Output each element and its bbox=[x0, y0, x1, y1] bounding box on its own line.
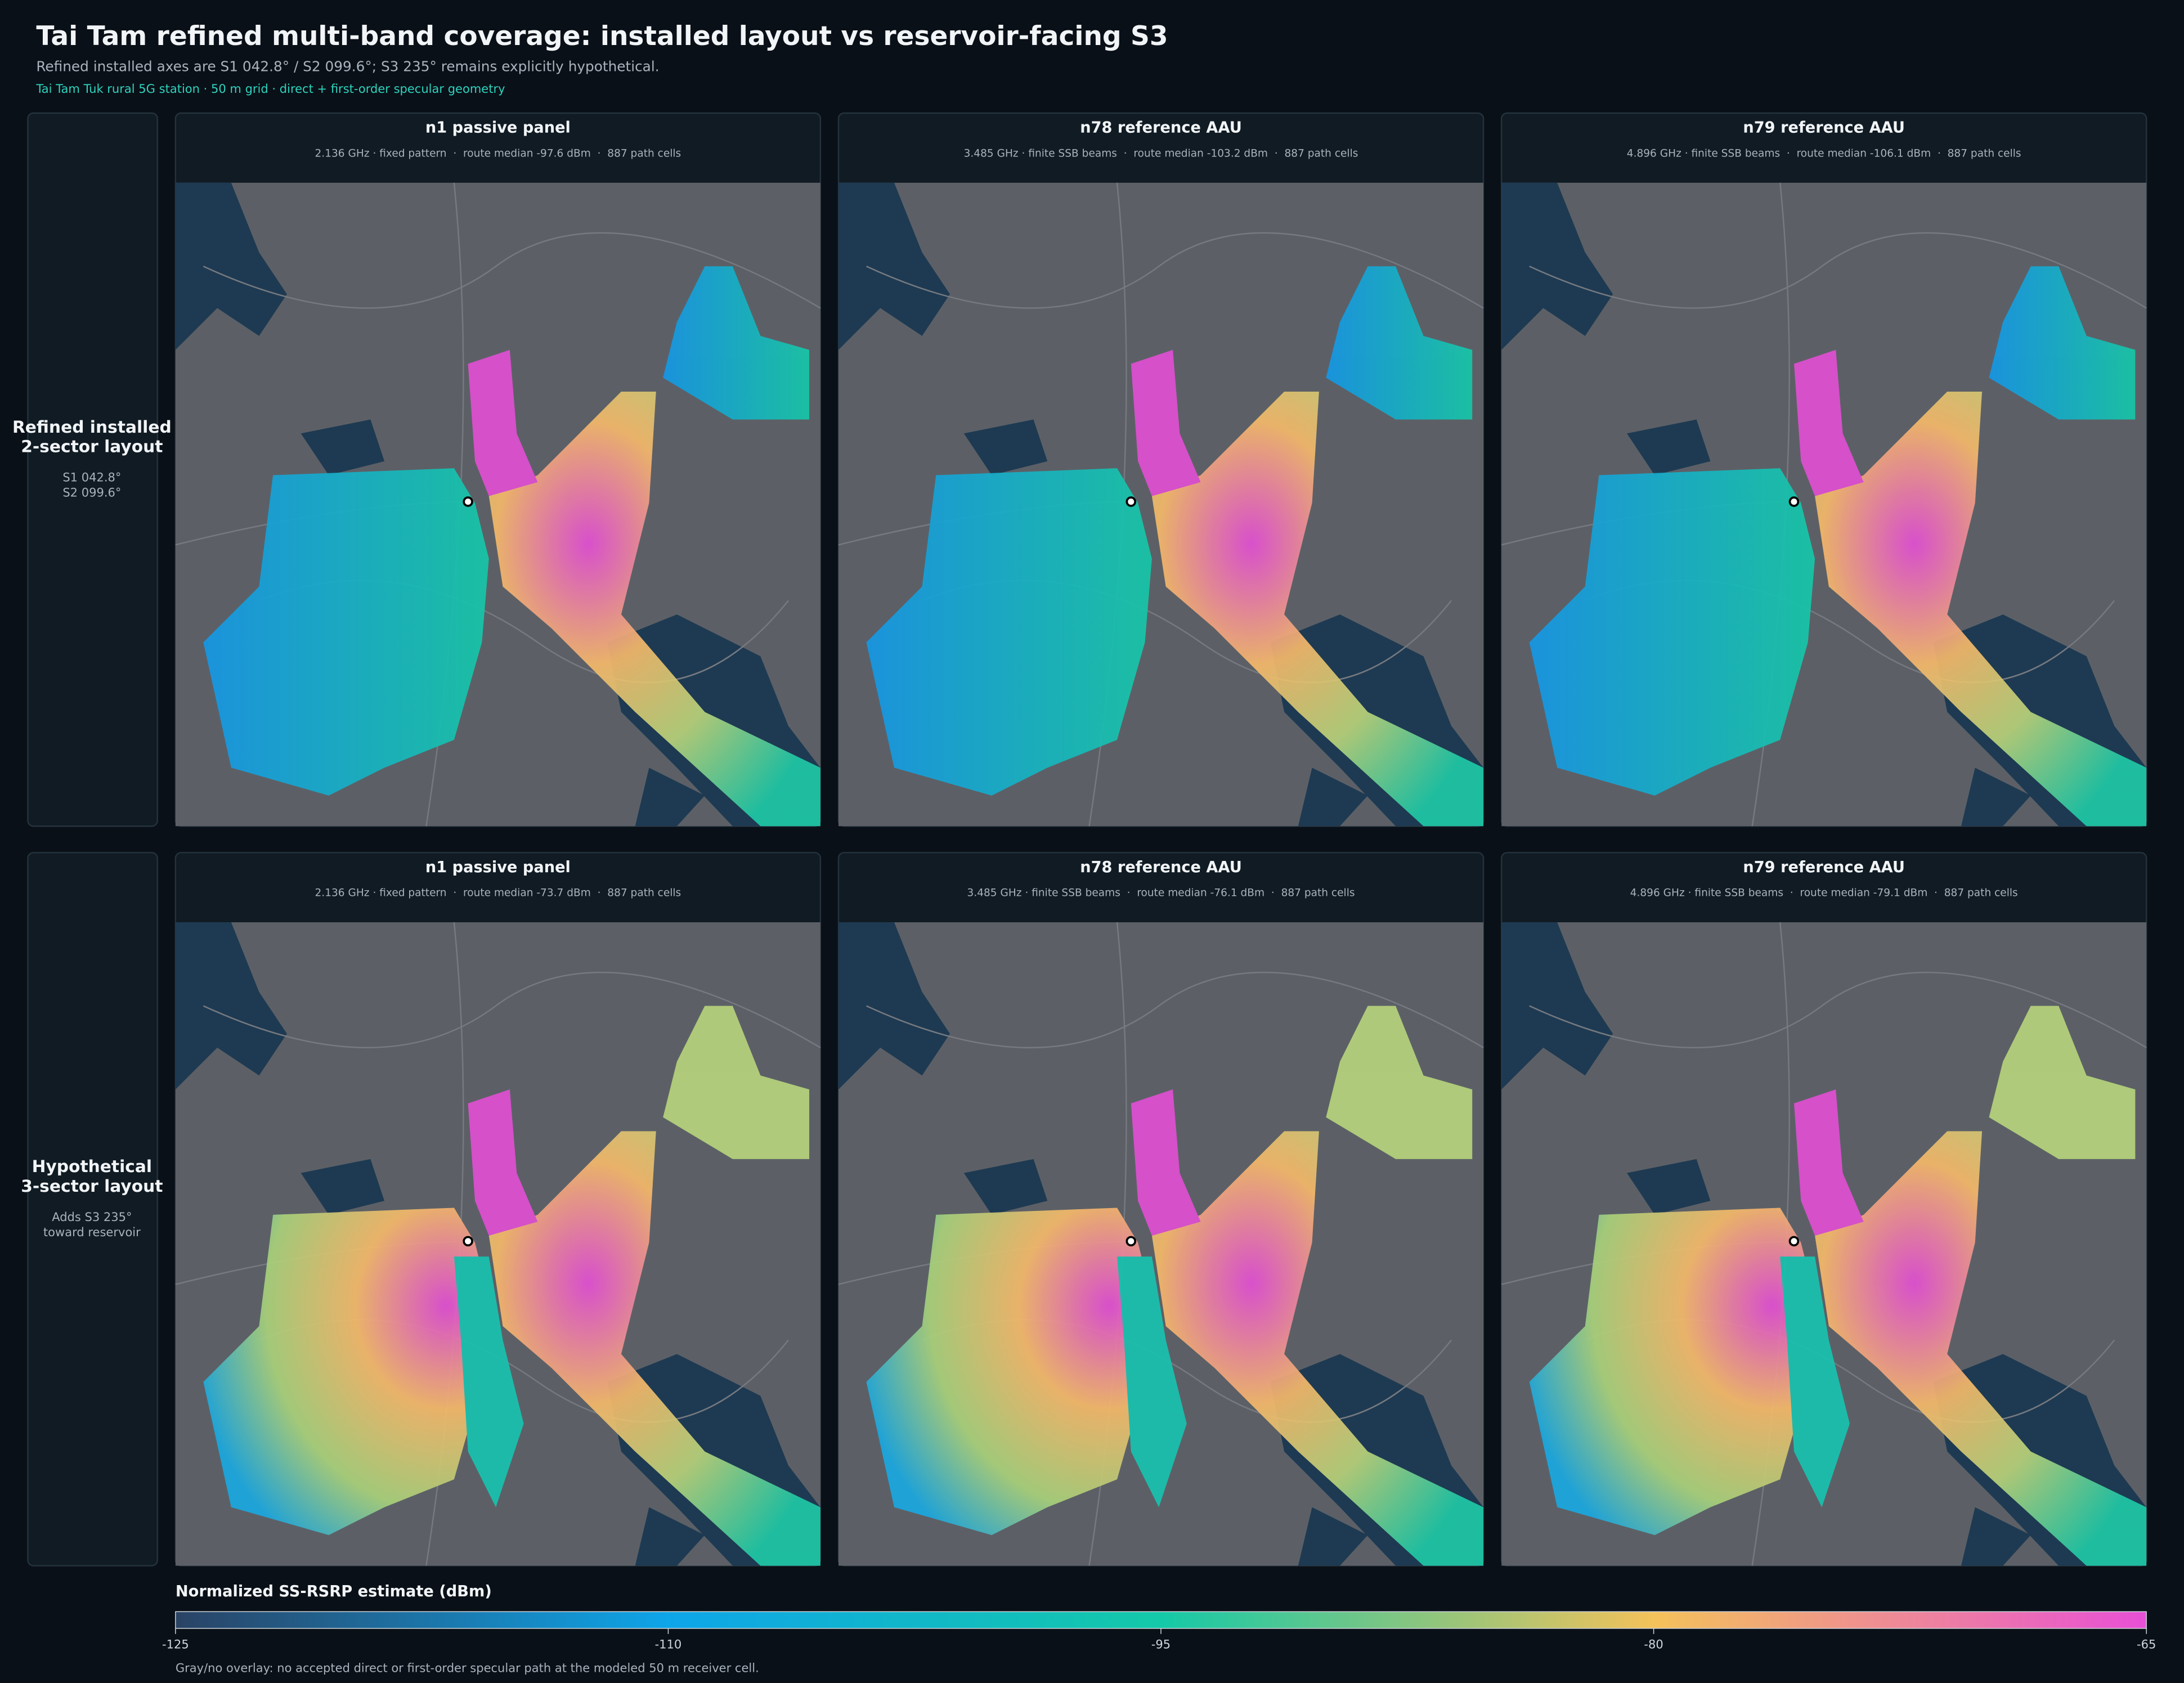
colorbar-ticks: -125 -110 -95 -80 -65 bbox=[162, 1628, 2156, 1651]
colorbar-tick-label: -110 bbox=[655, 1637, 682, 1651]
panel-subtitle: 4.896 GHz · finite SSB beams · route med… bbox=[1630, 887, 2018, 899]
page-title: Tai Tam refined multi-band coverage: ins… bbox=[36, 21, 1168, 52]
colorbar-tick-label: -125 bbox=[162, 1637, 189, 1651]
row-label: 2-sector layout bbox=[21, 437, 163, 457]
coverage-map bbox=[176, 922, 820, 1566]
row-detail: Adds S3 235° bbox=[52, 1210, 132, 1224]
colorbar-footnote: Gray/no overlay: no accepted direct or f… bbox=[176, 1661, 759, 1675]
panel-title: n1 passive panel bbox=[425, 859, 571, 876]
panel-subtitle: 3.485 GHz · finite SSB beams · route med… bbox=[964, 147, 1358, 159]
row-label: Refined installed bbox=[12, 418, 172, 437]
coverage-map bbox=[838, 922, 1483, 1566]
panel-title: n79 reference AAU bbox=[1743, 859, 1905, 876]
page-subtitle: Refined installed axes are S1 042.8° / S… bbox=[36, 58, 659, 74]
panel-subtitle: 2.136 GHz · fixed pattern · route median… bbox=[315, 887, 681, 899]
row-detail: toward reservoir bbox=[43, 1225, 141, 1239]
panel-title: n78 reference AAU bbox=[1080, 859, 1242, 876]
coverage-map bbox=[1501, 183, 2146, 827]
row-label-box bbox=[27, 112, 158, 827]
row-label: Hypothetical bbox=[32, 1157, 152, 1177]
panel-title: n1 passive panel bbox=[425, 119, 571, 137]
colorbar-title: Normalized SS-RSRP estimate (dBm) bbox=[176, 1583, 492, 1600]
panel-subtitle: 3.485 GHz · finite SSB beams · route med… bbox=[967, 887, 1355, 899]
row-detail: S1 042.8° bbox=[62, 470, 121, 484]
panel-title: n78 reference AAU bbox=[1080, 119, 1242, 137]
colorbar-tick-label: -65 bbox=[2137, 1637, 2156, 1651]
panel-subtitle: 2.136 GHz · fixed pattern · route median… bbox=[315, 147, 681, 159]
coverage-map bbox=[176, 183, 820, 827]
colorbar-tick-label: -80 bbox=[1644, 1637, 1663, 1651]
colorbar bbox=[175, 1611, 2147, 1629]
colorbar-tick-label: -95 bbox=[1151, 1637, 1171, 1651]
coverage-map bbox=[838, 183, 1483, 827]
panel-title: n79 reference AAU bbox=[1743, 119, 1905, 137]
coverage-map bbox=[1501, 922, 2146, 1566]
row-label: 3-sector layout bbox=[21, 1177, 163, 1196]
page-note: Tai Tam Tuk rural 5G station · 50 m grid… bbox=[35, 82, 505, 96]
row-detail: S2 099.6° bbox=[62, 486, 121, 500]
panel-subtitle: 4.896 GHz · finite SSB beams · route med… bbox=[1627, 147, 2021, 159]
row-label-box bbox=[27, 852, 158, 1567]
